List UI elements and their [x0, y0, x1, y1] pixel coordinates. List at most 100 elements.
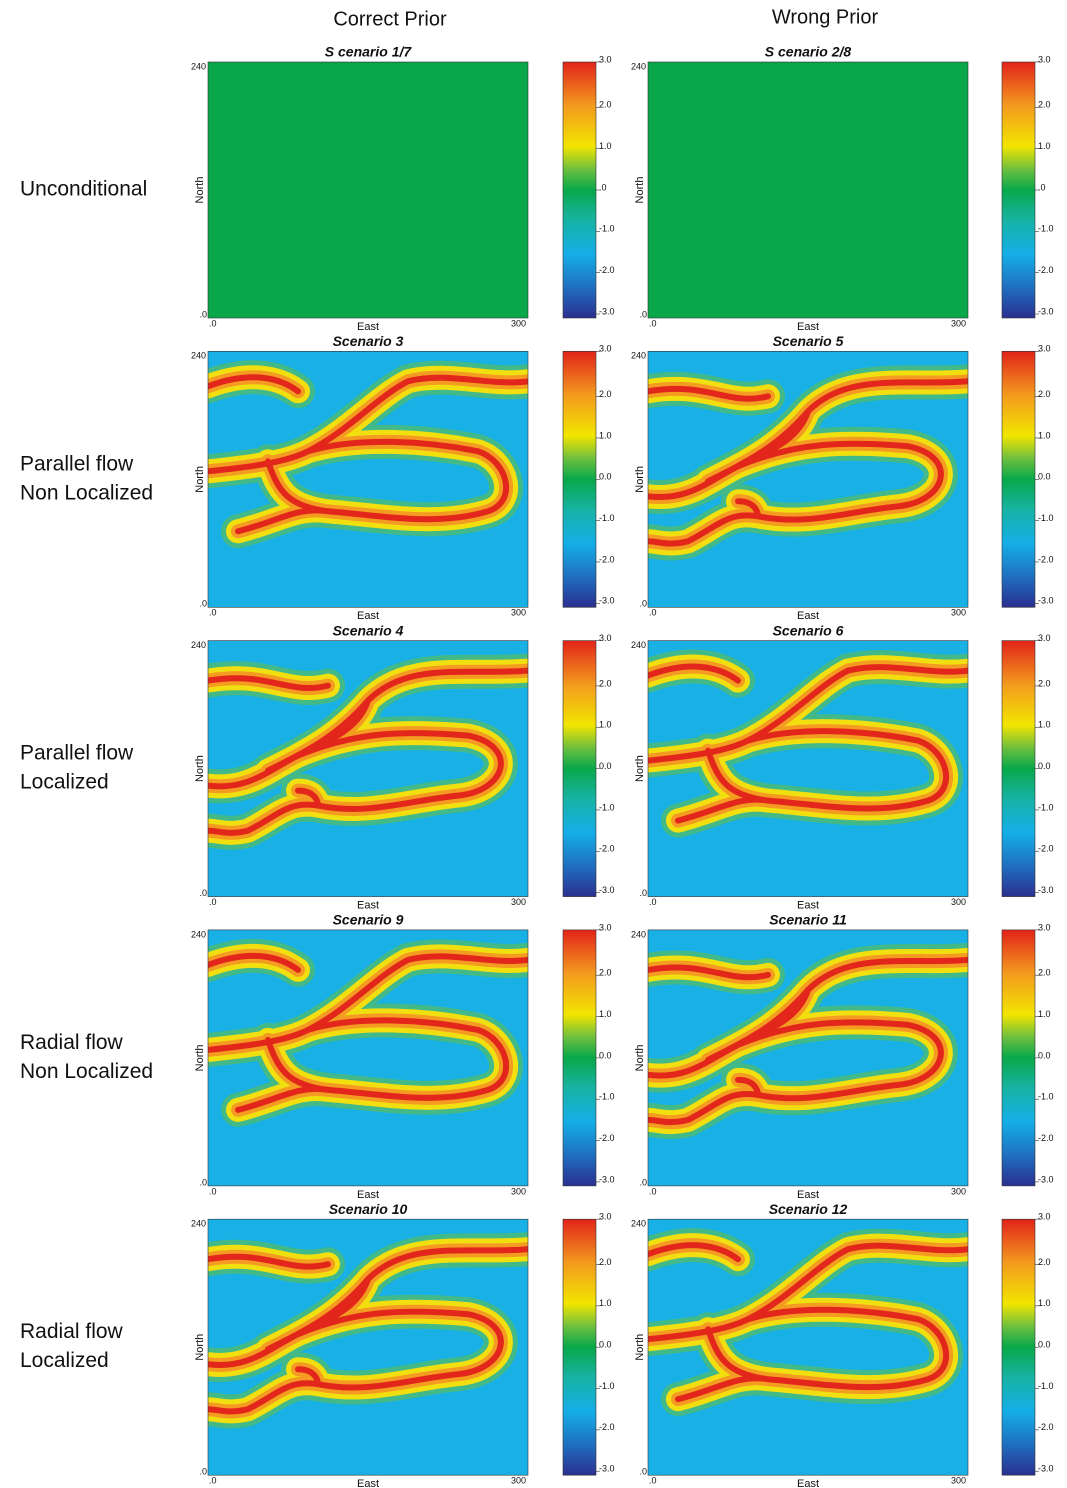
y-axis-label: North — [194, 755, 206, 782]
row-label: Radial flow — [20, 1320, 124, 1343]
frame — [207, 640, 529, 897]
x-tick-label: 300 — [511, 1476, 526, 1486]
panel-title: S cenario 1/7 — [325, 44, 413, 60]
colorbar-tick-label: 0.0 — [599, 761, 612, 771]
colorbar-tick-label: .0 — [1038, 182, 1046, 192]
heatmap — [647, 640, 969, 897]
colorbar-tick-label: -3.0 — [1038, 596, 1054, 606]
panel-title: S cenario 2/8 — [765, 44, 852, 60]
y-tick-label: .0 — [639, 1467, 647, 1477]
channels — [208, 938, 528, 1127]
colorbar-tick-label: -1.0 — [1038, 224, 1054, 234]
colorbar-tick-label: -3.0 — [1038, 885, 1054, 895]
x-tick-label: 300 — [511, 897, 526, 907]
x-axis-label: East — [797, 321, 819, 333]
row-label: Parallel flow — [20, 742, 134, 765]
frame — [647, 61, 969, 319]
heatmap — [207, 1218, 529, 1476]
x-axis-label: East — [357, 610, 379, 622]
row-label: Unconditional — [20, 178, 147, 201]
frame — [207, 350, 529, 608]
channels — [208, 653, 528, 850]
channel-core — [208, 667, 528, 836]
colorbar-tick-label: -3.0 — [599, 885, 615, 895]
colorbar — [562, 350, 597, 608]
channels — [648, 942, 968, 1140]
channels — [648, 364, 968, 561]
colorbar — [562, 61, 597, 319]
y-axis-label: North — [194, 1044, 206, 1071]
x-tick-label: 300 — [951, 318, 966, 328]
colorbar-tick-label: -3.0 — [599, 596, 615, 606]
x-tick-label: .0 — [649, 897, 657, 907]
x-tick-label: .0 — [209, 1476, 217, 1486]
colorbar-tick-label: -3.0 — [599, 1174, 615, 1184]
column-header: Wrong Prior — [772, 6, 879, 28]
x-axis-label: East — [797, 1189, 819, 1201]
colorbar-tick-label: 2.0 — [599, 968, 612, 978]
colorbar-tick-label: 1.0 — [1038, 141, 1051, 151]
colorbar-tick-label: 3.0 — [1038, 633, 1051, 643]
colorbar-tick-label: 0.0 — [1038, 761, 1051, 771]
y-tick-label: 240 — [631, 1219, 646, 1229]
colorbar-tick-label: 3.0 — [1038, 1212, 1051, 1222]
x-axis-label: East — [797, 1478, 819, 1488]
channel-core — [208, 374, 528, 535]
panel-title: Scenario 10 — [329, 1201, 408, 1217]
colorbar-tick-label: -2.0 — [1038, 265, 1054, 275]
colorbar-tick-label: 2.0 — [1038, 100, 1051, 110]
y-tick-label: 240 — [191, 1219, 206, 1229]
x-tick-label: 300 — [951, 1476, 966, 1486]
panel-title: Scenario 5 — [773, 333, 844, 349]
colorbar-tick-label: 2.0 — [1038, 968, 1051, 978]
x-tick-label: .0 — [649, 1186, 657, 1196]
colorbar-tick-label: 0.0 — [1038, 472, 1051, 482]
x-axis-label: East — [357, 1478, 379, 1488]
x-tick-label: .0 — [649, 608, 657, 618]
x-tick-label: .0 — [649, 318, 657, 328]
row-label: Localized — [20, 1349, 109, 1372]
colorbar-tick-label: -1.0 — [1038, 1092, 1054, 1102]
y-tick-label: .0 — [199, 888, 207, 898]
x-tick-label: 300 — [511, 1186, 526, 1196]
panel-title: Scenario 3 — [333, 333, 404, 349]
frame — [647, 1218, 969, 1476]
x-axis-label: East — [357, 1189, 379, 1201]
colorbar-tick-label: 0.0 — [599, 1050, 612, 1060]
colorbar — [562, 640, 597, 897]
y-axis-label: North — [634, 177, 646, 204]
x-tick-label: .0 — [209, 608, 217, 618]
colorbar-tick-label: -1.0 — [599, 1381, 615, 1391]
colorbar-tick-label: 3.0 — [599, 1212, 612, 1222]
channel-core — [648, 663, 968, 824]
frame — [207, 1218, 529, 1476]
colorbar-tick-label: -2.0 — [599, 265, 615, 275]
colorbar-tick-label: 3.0 — [599, 344, 612, 354]
panel-title: Scenario 4 — [333, 622, 404, 638]
colorbar — [1001, 1218, 1036, 1476]
colorbar-tick-label: -1.0 — [599, 513, 615, 523]
channels — [208, 360, 528, 549]
colorbar-tick-label: 2.0 — [599, 1257, 612, 1267]
heatmap — [207, 350, 529, 608]
x-axis-label: East — [357, 900, 379, 912]
y-tick-label: 240 — [631, 640, 646, 650]
x-axis-label: East — [797, 900, 819, 912]
colorbar-tick-label: -3.0 — [1038, 1464, 1054, 1474]
channel-core — [648, 956, 968, 1126]
x-axis-label: East — [797, 610, 819, 622]
colorbar-tick-label: 2.0 — [1038, 389, 1051, 399]
channel-core — [648, 1242, 968, 1403]
y-axis-label: North — [634, 1044, 646, 1071]
heatmap — [647, 929, 969, 1187]
colorbar-tick-label: -3.0 — [599, 1464, 615, 1474]
colorbar-tick-label: -2.0 — [1038, 1133, 1054, 1143]
colorbar-tick-label: 3.0 — [1038, 344, 1051, 354]
frame — [647, 350, 969, 608]
colorbar-tick-label: -2.0 — [599, 1422, 615, 1432]
colorbar-tick-label: 3.0 — [599, 633, 612, 643]
colorbar-tick-label: 3.0 — [599, 922, 612, 932]
colorbar-tick-label: 1.0 — [599, 141, 612, 151]
colorbar-tick-label: -1.0 — [599, 802, 615, 812]
colorbar-tick-label: 1.0 — [599, 720, 612, 730]
